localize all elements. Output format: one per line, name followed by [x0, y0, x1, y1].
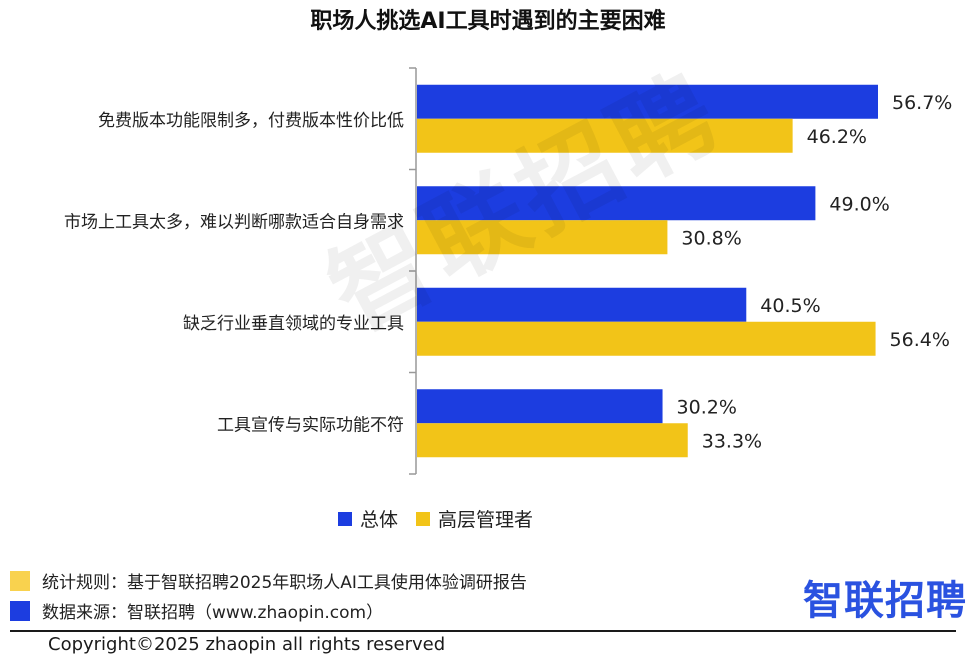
- data-label: 30.2%: [677, 396, 737, 418]
- footnote-rules: 统计规则：基于智联招聘2025年职场人AI工具使用体验调研报告: [10, 568, 527, 593]
- bar-senior-management: [417, 423, 688, 458]
- bar-senior-management: [417, 321, 876, 356]
- legend-label: 总体: [360, 509, 398, 531]
- data-label: 30.8%: [681, 227, 741, 249]
- data-label: 56.4%: [890, 329, 950, 351]
- bar-overall: [417, 287, 747, 322]
- footnote-yellow-square-icon: [10, 570, 30, 591]
- legend-label: 高层管理者: [438, 509, 533, 531]
- bar-overall: [417, 84, 878, 119]
- bar-senior-management: [417, 220, 668, 255]
- chart-title: 职场人挑选AI工具时遇到的主要困难: [310, 8, 665, 34]
- bar-chart: 职场人挑选AI工具时遇到的主要困难 免费版本功能限制多，付费版本性价比低 56.7…: [64, 8, 952, 531]
- category-label: 缺乏行业垂直领域的专业工具: [183, 314, 404, 334]
- data-label: 46.2%: [807, 126, 867, 148]
- brand-logo: 智联招聘: [803, 578, 967, 624]
- bar-overall: [417, 389, 663, 424]
- data-label: 33.3%: [702, 430, 762, 452]
- chart-legend: 总体 高层管理者: [338, 509, 533, 531]
- bar-senior-management: [417, 118, 793, 153]
- data-label: 40.5%: [760, 295, 820, 317]
- footnote-source: 数据来源：智联招聘（www.zhaopin.com）: [10, 598, 383, 623]
- legend-swatch: [338, 512, 352, 526]
- category-label: 工具宣传与实际功能不符: [217, 415, 404, 435]
- bar-overall: [417, 186, 816, 221]
- footnote-source-text: 数据来源：智联招聘（www.zhaopin.com）: [42, 603, 384, 623]
- data-label: 49.0%: [829, 193, 889, 215]
- footer-divider: [10, 630, 956, 632]
- category-label: 市场上工具太多，难以判断哪款适合自身需求: [64, 212, 404, 232]
- legend-swatch: [416, 512, 430, 526]
- footnote-rules-text: 统计规则：基于智联招聘2025年职场人AI工具使用体验调研报告: [42, 573, 527, 593]
- category-label: 免费版本功能限制多，付费版本性价比低: [98, 111, 404, 131]
- data-label: 56.7%: [892, 92, 952, 114]
- footnote-blue-square-icon: [10, 600, 30, 621]
- copyright-text: Copyright©2025 zhaopin all rights reserv…: [48, 634, 446, 655]
